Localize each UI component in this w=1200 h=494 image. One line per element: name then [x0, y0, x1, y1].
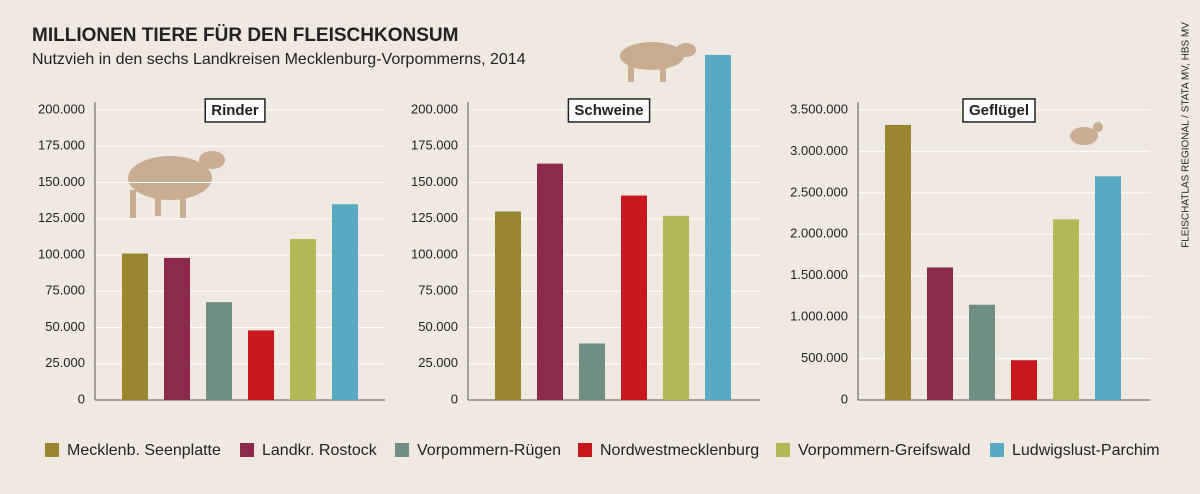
y-tick-label: 0	[451, 391, 458, 406]
bar	[164, 257, 190, 400]
bar	[290, 239, 316, 400]
legend-swatch	[395, 443, 409, 457]
legend-swatch	[240, 443, 254, 457]
y-tick-label: 50.000	[45, 319, 85, 334]
bar	[248, 330, 274, 400]
bar	[537, 163, 563, 400]
y-tick-label: 200.000	[38, 101, 85, 116]
bar	[969, 304, 995, 400]
legend-label: Vorpommern-Greifswald	[798, 442, 971, 459]
legend-label: Landkr. Rostock	[262, 442, 378, 459]
bar	[663, 215, 689, 400]
bar	[1053, 219, 1079, 400]
y-tick-label: 2.000.000	[790, 226, 848, 241]
y-tick-label: 3.000.000	[790, 143, 848, 158]
legend-swatch	[45, 443, 59, 457]
y-tick-label: 2.500.000	[790, 184, 848, 199]
panel-title-box	[567, 98, 651, 123]
y-tick-label: 175.000	[38, 138, 85, 153]
bar	[621, 195, 647, 400]
chart-title: MILLIONEN TIERE FÜR DEN FLEISCHKONSUM	[32, 25, 458, 46]
y-tick-label: 50.000	[418, 319, 458, 334]
panel-title: Rinder	[211, 102, 259, 119]
y-tick-label: 25.000	[418, 355, 458, 370]
panel-title-box	[962, 98, 1036, 123]
legend-label: Mecklenb. Seenplatte	[67, 442, 221, 459]
y-tick-label: 150.000	[411, 174, 458, 189]
panel-title: Schweine	[574, 102, 643, 119]
bar	[705, 54, 731, 401]
bar	[927, 267, 953, 400]
panel-title: Geflügel	[969, 102, 1029, 119]
y-tick-label: 150.000	[38, 174, 85, 189]
bar	[579, 343, 605, 400]
y-tick-label: 25.000	[45, 355, 85, 370]
bar	[206, 302, 232, 400]
y-tick-label: 75.000	[418, 283, 458, 298]
bar	[332, 204, 358, 400]
y-tick-label: 100.000	[38, 246, 85, 261]
y-tick-label: 1.500.000	[790, 267, 848, 282]
bar	[495, 211, 521, 400]
y-tick-label: 100.000	[411, 246, 458, 261]
bar	[885, 124, 911, 401]
legend-swatch	[990, 443, 1004, 457]
source: FLEISCHATLAS REGIONAL / STATA MV, HBS MV	[1181, 22, 1192, 248]
y-tick-label: 1.000.000	[790, 309, 848, 324]
chart-subtitle: Nutzvieh in den sechs Landkreisen Meckle…	[32, 51, 526, 68]
y-tick-label: 125.000	[38, 210, 85, 225]
bar	[1011, 360, 1037, 400]
y-tick-label: 125.000	[411, 210, 458, 225]
y-tick-label: 500.000	[801, 350, 848, 365]
animal-icons	[128, 42, 1103, 218]
legend-label: Vorpommern-Rügen	[417, 442, 561, 459]
y-tick-label: 3.500.000	[790, 101, 848, 116]
y-tick-label: 0	[841, 391, 848, 406]
legend-swatch	[578, 443, 592, 457]
panel-title-box	[204, 98, 266, 123]
legend-label: Nordwestmecklenburg	[600, 442, 759, 459]
legend-swatch	[776, 443, 790, 457]
legend-label: Ludwigslust-Parchim	[1012, 442, 1160, 459]
y-tick-label: 0	[78, 391, 85, 406]
y-tick-label: 175.000	[411, 138, 458, 153]
y-tick-label: 200.000	[411, 101, 458, 116]
bar	[122, 253, 148, 400]
y-tick-label: 75.000	[45, 283, 85, 298]
bar	[1095, 176, 1121, 400]
